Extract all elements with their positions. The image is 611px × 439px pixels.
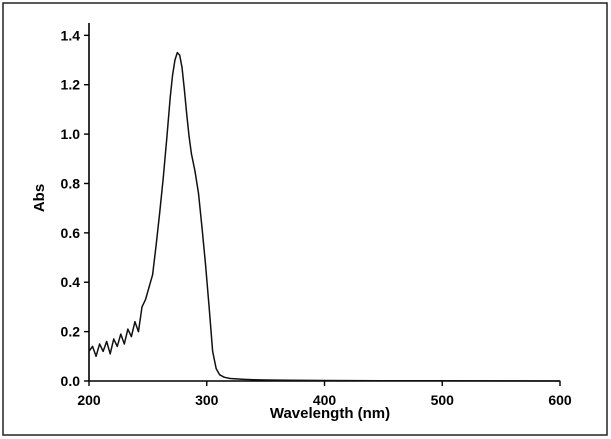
data-point (186, 113, 188, 115)
data-point (120, 333, 122, 335)
data-point (166, 138, 168, 140)
data-point (208, 306, 210, 308)
absorbance-series-line (88, 51, 561, 382)
y-tick-label: 1.2 (61, 77, 81, 93)
data-point (176, 52, 178, 54)
data-point (116, 345, 118, 348)
data-point (134, 321, 136, 323)
data-point (201, 227, 203, 229)
y-tick-label: 0.8 (61, 175, 81, 191)
plot-area: 200 300 400 500 600 0.0 0.2 0.4 0.6 0.8 1.0 1.2 1.4 (61, 23, 572, 408)
data-point (148, 286, 150, 288)
data-point (559, 380, 561, 382)
y-tick-label: 0.4 (61, 274, 81, 290)
data-point (95, 355, 97, 357)
data-point (219, 374, 221, 376)
x-tick-label: 500 (431, 392, 455, 408)
data-point (113, 338, 115, 340)
data-point (144, 298, 147, 301)
data-point (137, 331, 140, 333)
data-point (197, 192, 200, 194)
data-point (169, 96, 171, 98)
data-point (141, 306, 143, 308)
data-point (215, 368, 217, 370)
y-tick-label: 1.0 (61, 126, 81, 142)
data-point (265, 379, 267, 381)
data-point (241, 378, 243, 380)
data-point (91, 345, 94, 348)
data-point (194, 170, 196, 172)
data-point (441, 380, 443, 382)
data-point (109, 353, 111, 355)
data-point (223, 376, 226, 378)
y-tick-label: 0.0 (61, 373, 81, 389)
y-tick-label: 0.6 (61, 225, 81, 241)
x-tick-label: 600 (548, 392, 572, 408)
data-point (102, 350, 104, 352)
data-point (204, 264, 207, 266)
x-tick-label: 300 (195, 392, 219, 408)
data-point (88, 350, 90, 352)
data-point (106, 340, 108, 343)
data-point (190, 153, 193, 155)
data-point (288, 379, 290, 381)
data-point (181, 66, 183, 69)
data-point (212, 350, 214, 352)
x-axis-title: Wavelength (nm) (270, 405, 390, 422)
y-tick-label: 0.2 (61, 324, 81, 340)
data-point (253, 379, 255, 381)
data-point (179, 54, 181, 56)
data-point (229, 377, 231, 380)
data-point (123, 343, 125, 345)
data-point (183, 89, 185, 91)
y-tick-label: 1.4 (61, 27, 81, 43)
data-point (155, 244, 157, 246)
data-point (188, 135, 190, 138)
data-point (127, 328, 129, 330)
x-tick-label: 400 (313, 392, 337, 408)
data-point (172, 74, 174, 76)
data-point (174, 59, 176, 61)
data-point (159, 212, 161, 214)
y-axis-title: Abs (31, 184, 48, 212)
data-point (130, 335, 132, 338)
data-point (151, 274, 154, 276)
x-tick-label: 200 (77, 392, 101, 408)
data-point (500, 380, 502, 382)
data-point (99, 343, 101, 345)
data-point (382, 380, 384, 382)
data-point (323, 379, 326, 382)
data-point (162, 177, 164, 180)
